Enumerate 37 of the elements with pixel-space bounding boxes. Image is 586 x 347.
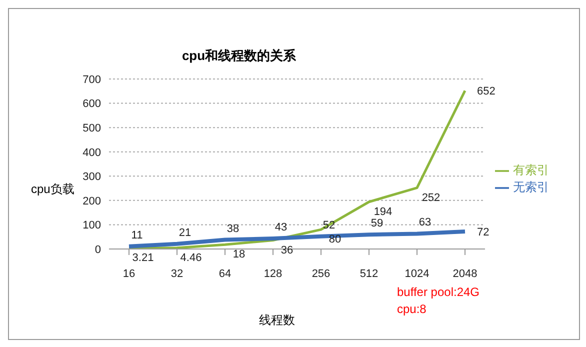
x-tick-label: 1024 (404, 268, 430, 280)
data-label: 63 (418, 216, 432, 229)
y-tick-label: 300 (82, 171, 101, 184)
y-tick-label: 600 (82, 98, 101, 110)
y-tick-label: 100 (82, 220, 101, 232)
data-label: 4.46 (180, 252, 202, 264)
y-tick-label: 0 (94, 244, 101, 256)
data-label: 3.21 (132, 252, 154, 264)
x-tick-label: 256 (312, 268, 330, 280)
y-axis-title: cpu负载 (31, 181, 74, 198)
data-label: 38 (226, 222, 240, 235)
y-tick-label: 500 (82, 122, 101, 134)
data-label: 59 (370, 218, 384, 230)
x-tick-label: 512 (360, 268, 378, 280)
x-axis-title: 线程数 (259, 312, 295, 329)
chart-title: cpu和线程数的关系 (180, 47, 298, 65)
x-tick-label: 2048 (452, 268, 478, 280)
data-label: 72 (477, 226, 490, 239)
x-tick-label: 32 (170, 268, 184, 280)
data-label: 36 (280, 244, 294, 256)
data-label: 252 (422, 192, 440, 204)
x-tick-label: 16 (122, 268, 136, 280)
data-label: 43 (274, 222, 288, 234)
y-tick-label: 700 (82, 74, 101, 86)
data-label: 21 (178, 226, 192, 239)
data-label: 11 (131, 229, 143, 242)
y-tick-label: 400 (82, 146, 101, 159)
data-label: 18 (232, 248, 246, 261)
legend-label: 无索引 (513, 180, 549, 194)
text: cpu:8 (397, 302, 426, 316)
y-tick-label: 200 (82, 195, 101, 208)
legend-label: 有索引 (513, 163, 549, 177)
data-label: 194 (374, 206, 392, 218)
x-tick-label: 128 (264, 268, 282, 280)
data-label: 652 (477, 86, 496, 98)
x-tick-label: 64 (218, 268, 232, 280)
text: buffer pool:24G (397, 285, 480, 299)
